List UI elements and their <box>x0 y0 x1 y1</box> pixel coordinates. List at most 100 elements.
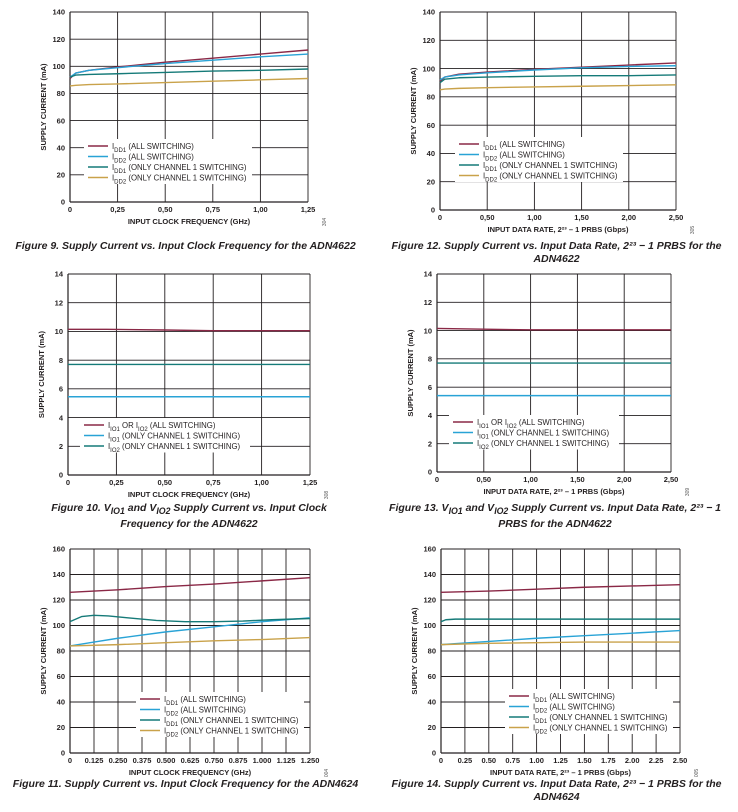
fig14-xtick-label-5: 1.25 <box>553 756 568 765</box>
fig11-xtick-label-6: 0.750 <box>205 756 224 765</box>
fig13-legend-entry-1: IIO1 (ONLY CHANNEL 1 SWITCHING) <box>477 429 610 441</box>
fig12-xtick-label-5: 2,50 <box>669 213 684 222</box>
fig14-ytick-label-1: 20 <box>428 723 436 732</box>
fig9-series-2 <box>69 68 309 78</box>
fig13-ylabel: SUPPLY CURRENT (mA) <box>406 329 415 417</box>
chart-fig10-caption-p2: and V <box>124 502 157 514</box>
fig9-xtick-label-1: 0,25 <box>110 205 125 214</box>
chart-fig9-caption: Figure 9. Supply Current vs. Input Clock… <box>15 240 356 252</box>
fig11-ytick-label-6: 120 <box>52 596 65 605</box>
chart-fig11-caption: Figure 11. Supply Current vs. Input Cloc… <box>12 778 359 790</box>
chart-fig9: 0 20 40 60 80 100 120 140 0 0,25 0,50 0,75 1,00 1,25 I… <box>0 0 369 260</box>
fig11-ytick-label-2: 40 <box>57 698 65 707</box>
chart-fig13-caption-p3: IO2 <box>494 506 509 517</box>
fig14-series-3 <box>440 641 680 646</box>
fig11-series-2 <box>69 614 311 623</box>
fig10-xtick-label-5: 1,25 <box>303 478 318 487</box>
fig11-series-3 <box>69 636 311 647</box>
fig14-series-2 <box>440 618 680 623</box>
fig10-xtick-label-1: 0,25 <box>109 478 124 487</box>
fig10-ytick-label-4: 8 <box>59 356 63 365</box>
fig11-series-1 <box>69 617 311 647</box>
chart-fig10-caption-p1: IO1 <box>110 506 125 517</box>
fig12-series-2 <box>439 74 677 84</box>
fig12-xtick-label-0: 0 <box>438 213 442 222</box>
fig11-xtick-label-4: 0.500 <box>157 756 176 765</box>
fig12-ytick-label-3: 60 <box>427 121 435 130</box>
fig10-legend-bg <box>80 418 250 453</box>
fig11-xtick-label-7: 0.875 <box>229 756 248 765</box>
fig14-xtick-label-0: 0 <box>439 756 443 765</box>
fig9-ytick-label-6: 120 <box>52 35 65 44</box>
fig14-xtick-label-8: 2.00 <box>625 756 640 765</box>
fig9-xtick-label-0: 0 <box>68 205 72 214</box>
fig14-ytick-label-5: 100 <box>423 621 436 630</box>
fig13-ytick-label-7: 14 <box>424 270 433 279</box>
fig10-ytick-label-1: 2 <box>59 442 63 451</box>
fig14-legend-bg <box>505 689 673 734</box>
fig14-xtick-label-1: 0.25 <box>458 756 473 765</box>
fig11-xlabel: INPUT CLOCK FREQUENCY (GHz) <box>129 768 252 777</box>
fig13-xtick-label-0: 0 <box>435 475 439 484</box>
fig14-series-1 <box>440 629 681 646</box>
fig12-series-1 <box>439 65 677 81</box>
fig11-ytick-label-3: 60 <box>57 672 65 681</box>
fig11-legend-bg <box>136 692 304 737</box>
fig9-ytick-label-7: 140 <box>52 8 65 17</box>
fig10-xtick-label-0: 0 <box>66 478 70 487</box>
fig14-figure-code: 005 <box>694 769 700 778</box>
fig14-series-0 <box>440 584 681 594</box>
fig10-ytick-label-5: 10 <box>55 327 63 336</box>
fig9-legend-entry-2: IDD1 (ONLY CHANNEL 1 SWITCHING) <box>112 163 247 175</box>
fig13-xtick-label-2: 1,00 <box>523 475 538 484</box>
chart-fig12: 0 20 40 60 80 100 120 140 0 0,50 1,00 1,50 2,00 2,50 I… <box>369 0 738 265</box>
fig13-ytick-label-0: 0 <box>428 468 432 477</box>
fig10-xtick-label-2: 0,50 <box>157 478 172 487</box>
fig13-legend-bg <box>449 415 619 450</box>
fig11-ytick-label-0: 0 <box>61 749 65 758</box>
fig12-xlabel: INPUT DATA RATE, 2²³ – 1 PRBS (Gbps) <box>488 225 629 234</box>
chart-fig11-svg: 0 20 40 60 80 100 120 140 160 0 0.125 0.250 0.375 0.5… <box>39 545 330 777</box>
fig13-series-0 <box>436 327 671 331</box>
fig11-xtick-label-3: 0.375 <box>133 756 152 765</box>
chart-fig10-svg: 0 2 4 6 8 10 12 14 0 0,25 0,50 0,75 1,00 1,25 INPUT CL… <box>37 270 330 500</box>
fig11-ytick-label-8: 160 <box>52 545 65 554</box>
fig14-xtick-label-6: 1.50 <box>577 756 592 765</box>
fig13-xtick-label-4: 2,00 <box>617 475 632 484</box>
fig11-ytick-label-4: 80 <box>57 647 65 656</box>
fig12-ytick-label-6: 120 <box>422 36 435 45</box>
fig13-ytick-label-4: 8 <box>428 355 432 364</box>
fig9-legend-entry-1: IDD2 (ALL SWITCHING) <box>112 153 194 165</box>
fig14-xlabel: INPUT DATA RATE, 2²³ – 1 PRBS (Gbps) <box>490 768 631 777</box>
chart-fig13-caption-p4: Supply Current vs. Input Data Rate, 2²³ … <box>498 502 721 531</box>
fig12-xtick-label-4: 2,00 <box>621 213 636 222</box>
fig14-ytick-label-2: 40 <box>428 698 436 707</box>
fig11-ytick-label-7: 140 <box>52 570 65 579</box>
fig11-legend-entry-1: IDD2 (ALL SWITCHING) <box>164 706 246 718</box>
chart-fig10-caption-p4: Supply Current vs. Input Clock Frequency… <box>120 502 327 531</box>
fig12-ytick-label-4: 80 <box>427 93 435 102</box>
fig11-xtick-label-1: 0.125 <box>85 756 104 765</box>
chart-fig12-caption: Figure 12. Supply Current vs. Input Data… <box>391 240 722 265</box>
fig14-legend-entry-3: IDD2 (ONLY CHANNEL 1 SWITCHING) <box>533 724 668 736</box>
fig10-legend-entry-0: IIO1 OR IIO2 (ALL SWITCHING) <box>108 421 216 433</box>
fig14-ytick-label-4: 80 <box>428 647 436 656</box>
fig12-xtick-label-1: 0,50 <box>480 213 495 222</box>
fig12-ytick-label-5: 100 <box>422 64 435 73</box>
fig9-ytick-label-0: 0 <box>61 198 65 207</box>
fig14-legend-entry-2: IDD1 (ONLY CHANNEL 1 SWITCHING) <box>533 713 668 725</box>
fig11-legend-entry-2: IDD1 (ONLY CHANNEL 1 SWITCHING) <box>164 716 299 728</box>
fig9-ytick-label-4: 80 <box>57 89 65 98</box>
fig14-ylabel: SUPPLY CURRENT (mA) <box>410 607 419 695</box>
fig11-ylabel: SUPPLY CURRENT (mA) <box>39 607 48 695</box>
fig12-legend-entry-2: IDD1 (ONLY CHANNEL 1 SWITCHING) <box>483 161 618 173</box>
fig14-xtick-label-2: 0.50 <box>481 756 496 765</box>
fig10-legend-entry-2: IIO2 (ONLY CHANNEL 1 SWITCHING) <box>108 442 241 454</box>
fig9-xtick-label-5: 1,25 <box>301 205 316 214</box>
chart-fig10-caption-p3: IO2 <box>156 506 171 517</box>
fig9-ytick-label-3: 60 <box>57 116 65 125</box>
fig10-figure-code: 308 <box>324 491 330 500</box>
fig13-legend-entry-0: IIO1 OR IIO2 (ALL SWITCHING) <box>477 418 585 430</box>
fig13-legend-entry-2: IIO2 (ONLY CHANNEL 1 SWITCHING) <box>477 439 610 451</box>
fig9-legend-entry-3: IDD2 (ONLY CHANNEL 1 SWITCHING) <box>112 174 247 186</box>
